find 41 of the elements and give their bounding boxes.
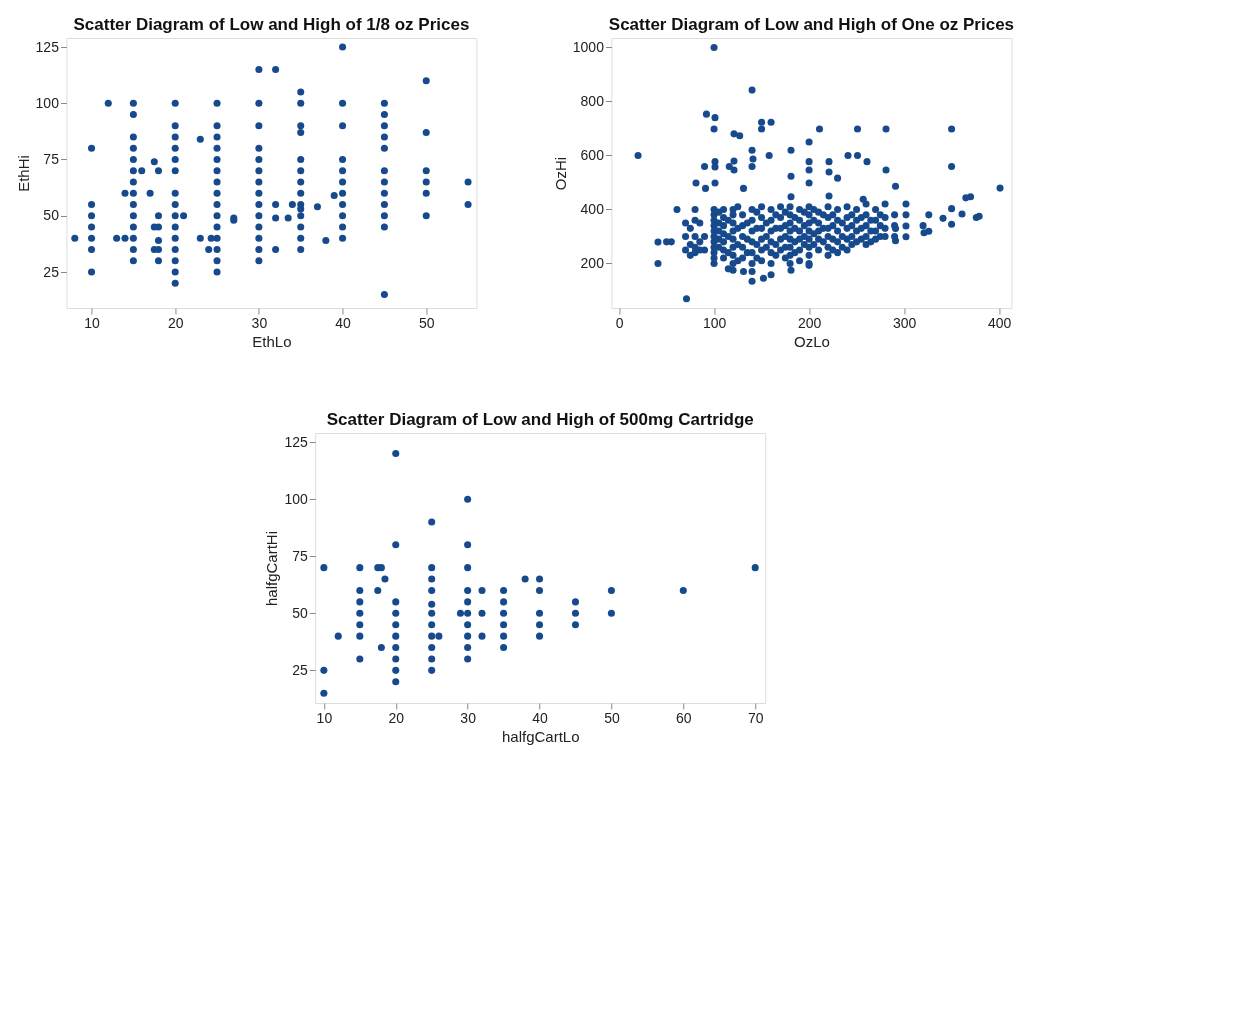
y-axis-title: EthHi (14, 155, 32, 192)
x-tick-label: 30 (460, 709, 477, 726)
x-tick-label: 200 (797, 314, 822, 331)
x-tick-label: 70 (747, 709, 764, 726)
x-tick-label: 50 (418, 314, 435, 331)
y-tick-label: 200 (580, 254, 605, 271)
y-tick-label: 50 (43, 207, 60, 224)
y-tick-label: 25 (292, 661, 308, 678)
y-tick-label: 100 (284, 490, 308, 507)
x-tick-label: 300 (892, 314, 917, 331)
x-axis-title: halfgCartLo (501, 727, 580, 745)
y-tick-label: 75 (43, 151, 60, 167)
x-tick-label: 30 (251, 314, 268, 331)
x-tick-label: 20 (388, 709, 405, 726)
x-tick-label: 20 (167, 314, 184, 331)
y-tick-label: 600 (580, 146, 605, 163)
chart-title: Scatter Diagram of Low and High of 1/8 oz Prices (73, 15, 470, 34)
x-tick-label: 60 (676, 709, 692, 726)
x-tick-label: 0 (615, 314, 624, 331)
y-tick-label: 400 (580, 200, 605, 217)
x-tick-label: 10 (84, 314, 101, 331)
x-tick-label: 100 (702, 314, 727, 331)
y-axis-title: OzHi (551, 156, 569, 191)
y-tick-label: 100 (35, 94, 60, 111)
x-tick-label: 10 (316, 709, 333, 726)
y-tick-label: 25 (43, 263, 60, 280)
y-tick-label: 75 (292, 547, 308, 564)
x-axis-title: OzLo (794, 332, 830, 350)
chart-title: Scatter Diagram of Low and High of 500mg Cartridge (326, 410, 754, 429)
y-tick-label: 125 (35, 38, 60, 55)
x-tick-label: 400 (987, 314, 1012, 331)
x-tick-label: 40 (532, 709, 549, 726)
y-tick-label: 125 (284, 433, 308, 450)
x-axis-title: EthLo (252, 332, 292, 350)
chart-title: Scatter Diagram of Low and High of One oz Prices (608, 15, 1015, 34)
y-tick-label: 800 (580, 92, 605, 109)
x-tick-label: 50 (604, 709, 620, 726)
y-tick-label: 50 (292, 604, 308, 621)
y-tick-label: 1000 (572, 38, 605, 55)
y-axis-title: halfgCartHi (263, 530, 281, 607)
x-tick-label: 40 (335, 314, 352, 331)
